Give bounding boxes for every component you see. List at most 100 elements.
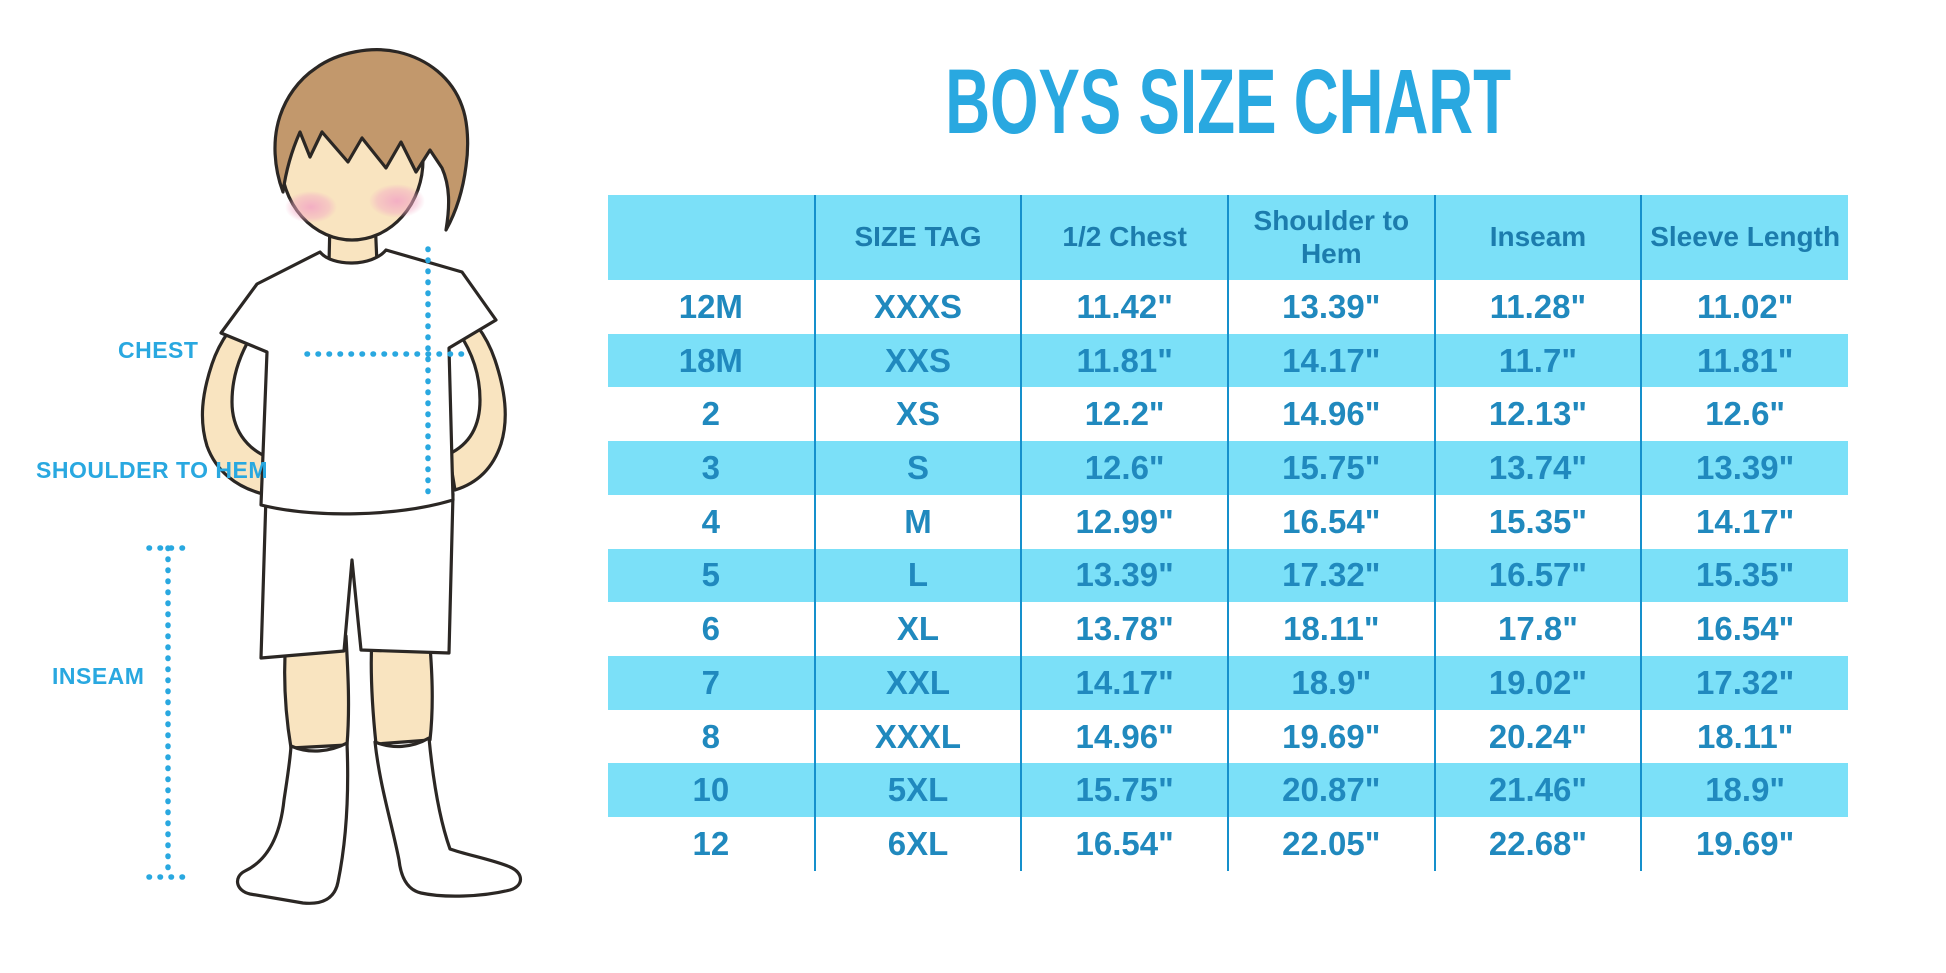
table-cell: 4 bbox=[701, 502, 720, 540]
table-cell: 11.7" bbox=[1433, 333, 1642, 388]
size-table: SIZE TAG 1/2 Chest Shoulder to Hem Inseam Sl… bbox=[608, 195, 1848, 871]
table-cell: M bbox=[813, 494, 1022, 549]
boy-cheeks bbox=[285, 184, 425, 223]
table-cell: 16.54" bbox=[1640, 602, 1848, 657]
shoulder-to-hem-label: SHOULDER TO HEM bbox=[36, 457, 268, 483]
column-header: Inseam bbox=[1433, 195, 1642, 280]
table-cell: 12.99" bbox=[1020, 494, 1228, 549]
table-cell: 7 bbox=[608, 656, 815, 710]
table-cell: 18.9" bbox=[1226, 656, 1435, 710]
inseam-label: INSEAM bbox=[52, 663, 145, 689]
table-cell: 18.11" bbox=[1226, 602, 1435, 657]
table-cell: 21.46" bbox=[1433, 763, 1642, 818]
table-cell: 12.6" bbox=[1640, 387, 1848, 442]
table-row: 12M XXXS 11.42" 13.39" 11.28" 11.02" bbox=[608, 280, 1848, 334]
boy-left-sock bbox=[236, 741, 350, 905]
table-cell: 5 bbox=[608, 548, 815, 603]
table-cell: 13.39" bbox=[1226, 280, 1435, 334]
table-cell: 6XL bbox=[813, 817, 1022, 871]
boy-hair bbox=[273, 48, 470, 232]
size-table-header: SIZE TAG 1/2 Chest Shoulder to Hem Inseam Sl… bbox=[608, 195, 1848, 280]
table-cell: 6 bbox=[701, 610, 720, 648]
table-cell: 18.9" bbox=[1640, 763, 1848, 818]
table-row: 8 XXXL 14.96" 19.69" 20.24" 18.11" bbox=[608, 709, 1848, 764]
table-row: 12 6XL 16.54" 22.05" 22.68" 19.69" bbox=[608, 817, 1848, 871]
table-cell: 8 bbox=[701, 717, 720, 755]
table-cell: 22.05" bbox=[1226, 817, 1435, 871]
table-cell: 19.02" bbox=[1433, 656, 1642, 710]
table-row: 6 XL 13.78" 18.11" 17.8" 16.54" bbox=[608, 602, 1848, 657]
table-cell: 15.75" bbox=[1226, 441, 1435, 495]
table-cell: 18M bbox=[608, 333, 815, 388]
table-row: 10 5XL 15.75" 20.87" 21.46" 18.9" bbox=[608, 763, 1848, 818]
table-cell: 18.11" bbox=[1640, 709, 1848, 764]
table-cell: 19.69" bbox=[1226, 709, 1435, 764]
boy-illustration bbox=[146, 48, 523, 905]
table-cell: 14.96" bbox=[1020, 709, 1228, 764]
size-table-container: SIZE TAG 1/2 Chest Shoulder to Hem Inseam Sl… bbox=[608, 195, 1848, 871]
boy-right-sock bbox=[373, 736, 523, 898]
table-cell: L bbox=[813, 548, 1022, 603]
table-cell: 10 bbox=[608, 763, 815, 818]
table-cell: 11.81" bbox=[1640, 333, 1848, 388]
table-cell: 17.8" bbox=[1433, 602, 1642, 657]
table-cell: 16.57" bbox=[1433, 548, 1642, 603]
table-cell: 12.6" bbox=[1020, 441, 1228, 495]
table-row: 5 L 13.39" 17.32" 16.57" 15.35" bbox=[608, 548, 1848, 603]
table-cell: 12.13" bbox=[1433, 387, 1642, 442]
column-header: Shoulder to Hem bbox=[1226, 195, 1435, 280]
table-cell: XS bbox=[813, 387, 1022, 442]
table-cell: 13.74" bbox=[1433, 441, 1642, 495]
table-cell: 13.39" bbox=[1640, 441, 1848, 495]
table-cell: 14.17" bbox=[1640, 494, 1848, 549]
table-cell: 2 bbox=[701, 395, 720, 433]
table-cell: 12.2" bbox=[1020, 387, 1228, 442]
table-cell: 16.54" bbox=[1226, 494, 1435, 549]
table-cell: 13.39" bbox=[1020, 548, 1228, 603]
table-cell: XL bbox=[813, 602, 1022, 657]
column-header: Sleeve Length bbox=[1640, 195, 1848, 280]
boy-left-arm bbox=[200, 298, 271, 496]
table-cell: 16.54" bbox=[1020, 817, 1228, 871]
table-cell: XXL bbox=[813, 656, 1022, 710]
size-table-body: 12M XXXS 11.42" 13.39" 11.28" 11.02" 18M XXS 11.… bbox=[608, 280, 1848, 871]
table-cell: 11.42" bbox=[1020, 280, 1228, 334]
table-cell: 11.02" bbox=[1640, 280, 1848, 334]
table-cell: S bbox=[813, 441, 1022, 495]
table-cell: 14.17" bbox=[1020, 656, 1228, 710]
table-cell: 14.17" bbox=[1226, 333, 1435, 388]
table-cell: 15.35" bbox=[1433, 494, 1642, 549]
table-cell: 12 bbox=[692, 825, 730, 863]
column-header bbox=[608, 195, 815, 280]
chest-label: CHEST bbox=[118, 337, 199, 363]
table-cell: 11.28" bbox=[1433, 280, 1642, 334]
table-cell: 12M bbox=[678, 287, 743, 325]
boy-right-arm bbox=[444, 296, 507, 492]
table-cell: 13.78" bbox=[1020, 602, 1228, 657]
table-row: 7 XXL 14.17" 18.9" 19.02" 17.32" bbox=[608, 656, 1848, 710]
table-cell: 15.75" bbox=[1020, 763, 1228, 818]
page-title: BOYS SIZE CHART bbox=[945, 51, 1511, 153]
header-row: SIZE TAG 1/2 Chest Shoulder to Hem Inseam Sl… bbox=[608, 195, 1848, 280]
table-cell: XXXL bbox=[813, 709, 1022, 764]
boy-shorts bbox=[259, 492, 455, 660]
table-cell: 5XL bbox=[813, 763, 1022, 818]
table-cell: 20.24" bbox=[1433, 709, 1642, 764]
column-header: 1/2 Chest bbox=[1020, 195, 1228, 280]
table-cell: 14.96" bbox=[1226, 387, 1435, 442]
table-cell: 15.35" bbox=[1640, 548, 1848, 603]
table-row: 18M XXS 11.81" 14.17" 11.7" 11.81" bbox=[608, 333, 1848, 388]
table-cell: 22.68" bbox=[1433, 817, 1642, 871]
table-cell: 11.81" bbox=[1020, 333, 1228, 388]
table-cell: 19.69" bbox=[1640, 817, 1848, 871]
column-header: SIZE TAG bbox=[813, 195, 1022, 280]
table-row: 2 XS 12.2" 14.96" 12.13" 12.6" bbox=[608, 387, 1848, 442]
table-cell: XXS bbox=[813, 333, 1022, 388]
table-row: 3 S 12.6" 15.75" 13.74" 13.39" bbox=[608, 441, 1848, 495]
table-cell: 20.87" bbox=[1226, 763, 1435, 818]
table-cell: 3 bbox=[608, 441, 815, 495]
table-cell: XXXS bbox=[813, 280, 1022, 334]
table-row: 4 M 12.99" 16.54" 15.35" 14.17" bbox=[608, 494, 1848, 549]
table-cell: 17.32" bbox=[1226, 548, 1435, 603]
